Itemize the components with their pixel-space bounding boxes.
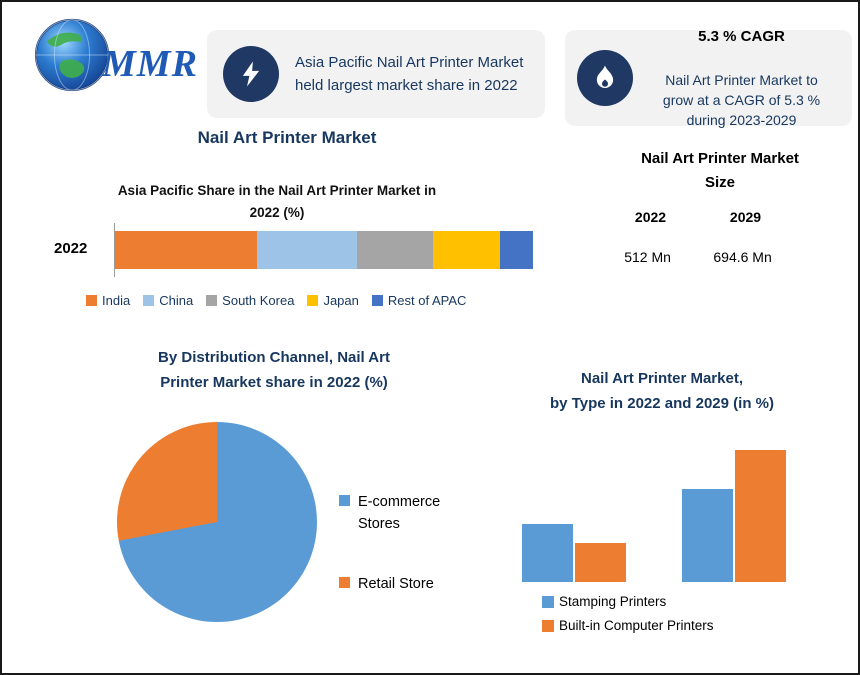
market-size-values: 512 Mn 694.6 Mn (603, 249, 793, 265)
legend-swatch (143, 295, 155, 306)
stacked-chart-title: Asia Pacific Share in the Nail Art Print… (117, 183, 437, 220)
callout-market-share-text: Asia Pacific Nail Art Printer Market hel… (295, 53, 524, 94)
legend-label: Stamping Printers (559, 594, 667, 609)
grouped-bar-chart (507, 450, 817, 582)
page-title: Nail Art Printer Market (197, 128, 377, 147)
pie-chart-legend: E-commerce Stores Retail Store (339, 492, 468, 595)
legend-swatch (339, 576, 350, 588)
legend-label: China (159, 293, 194, 308)
bar-2022-built-in-computer-printers (575, 543, 626, 582)
legend-swatch (371, 295, 383, 306)
legend-swatch (307, 295, 319, 306)
bar-2029-built-in-computer-printers (735, 450, 786, 582)
market-size-years: 2022 2029 (603, 209, 793, 225)
legend-item: Rest of APAC (371, 293, 467, 308)
pie-chart (117, 422, 317, 622)
market-size-year-2022: 2022 (634, 209, 667, 225)
legend-swatch (542, 595, 554, 608)
market-size-title: Nail Art Printer Market Size (641, 150, 799, 191)
legend-label: India (102, 293, 131, 308)
market-size-year-2029: 2029 (729, 209, 762, 225)
stacked-bar (115, 231, 533, 269)
legend-label: South Korea (222, 293, 295, 308)
legend-item: Retail Store (339, 574, 468, 596)
legend-item: India (86, 293, 130, 308)
mmr-logo: MMR (24, 14, 214, 98)
legend-item: Japan (307, 293, 359, 308)
legend-item: E-commerce Stores (339, 492, 468, 536)
legend-label: Retail Store (358, 575, 434, 592)
legend-label: Rest of APAC (387, 293, 467, 308)
logo-text: MMR (102, 43, 198, 85)
bar-2022-stamping-printers (522, 524, 573, 582)
bar-2029-stamping-printers (682, 489, 733, 582)
legend-swatch (86, 295, 97, 306)
legend-swatch (339, 495, 350, 506)
legend-item: China (143, 293, 193, 308)
legend-item: Built-in Computer Printers (542, 618, 714, 633)
stacked-segment-india (115, 231, 258, 269)
legend-label: Japan (323, 293, 359, 308)
grouped-chart-legend: Stamping Printers Built-in Computer Print… (542, 594, 714, 633)
grouped-chart-title: Nail Art Printer Market, by Type in 2022… (550, 370, 774, 412)
stacked-segment-south-korea (357, 231, 433, 269)
cagr-text: Nail Art Printer Market to grow at a CAG… (662, 71, 821, 129)
legend-swatch (206, 295, 218, 306)
legend-swatch (542, 619, 554, 632)
cagr-title: 5.3 % CAGR (698, 27, 785, 45)
legend-label: E-commerce Stores (358, 494, 441, 532)
market-size-value-2022: 512 Mn (624, 249, 671, 265)
lightning-icon (223, 46, 279, 102)
legend-item: South Korea (206, 293, 294, 308)
legend-label: Built-in Computer Printers (559, 618, 714, 633)
stacked-segment-rest-of-apac (499, 231, 533, 269)
stacked-chart-category-label: 2022 (54, 240, 88, 257)
stacked-chart-legend: India China South Korea Japan Rest of APAC (86, 293, 546, 308)
globe-icon (34, 18, 110, 92)
callout-cagr-body: 5.3 % CAGR Nail Art Printer Market to gr… (643, 5, 840, 151)
flame-icon (577, 50, 633, 106)
callout-market-share: Asia Pacific Nail Art Printer Market hel… (207, 30, 545, 118)
stacked-segment-china (257, 231, 358, 269)
callout-cagr: 5.3 % CAGR Nail Art Printer Market to gr… (565, 28, 852, 128)
stacked-segment-japan (432, 231, 500, 269)
market-size-value-2029: 694.6 Mn (713, 249, 772, 265)
pie-chart-title: By Distribution Channel, Nail Art Printe… (158, 349, 390, 391)
legend-item: Stamping Printers (542, 594, 714, 609)
stacked-chart-axis (114, 223, 115, 277)
